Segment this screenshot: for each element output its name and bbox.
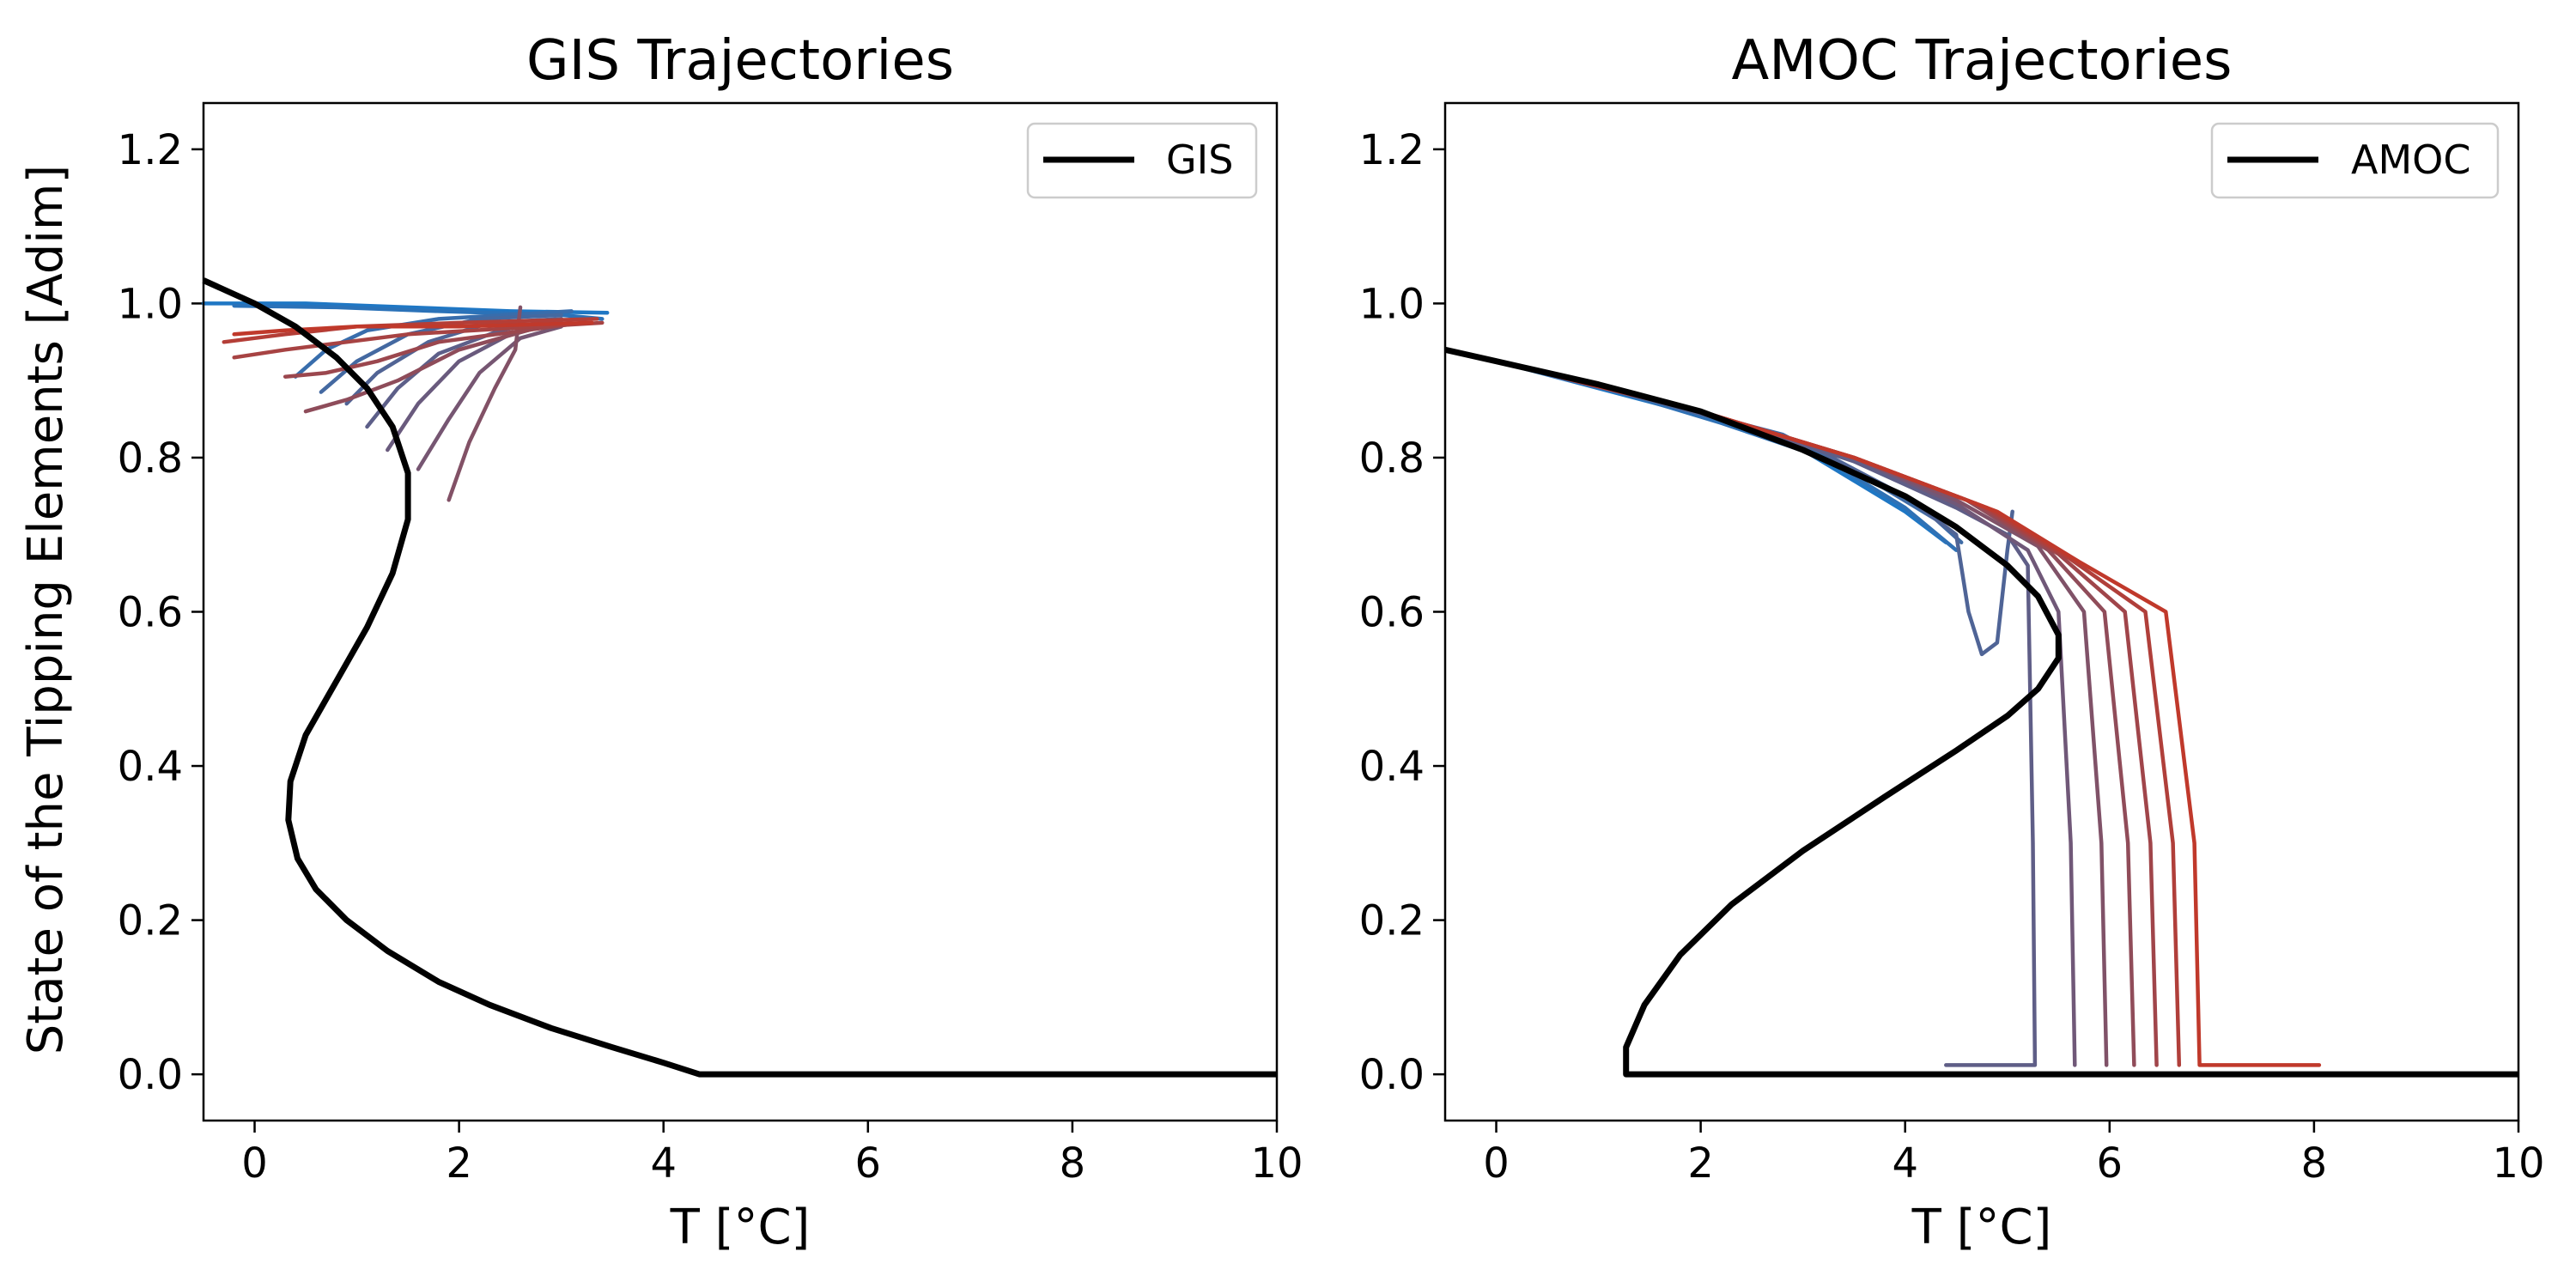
amoc-y-tick-label: 1.2 xyxy=(1359,126,1425,174)
amoc-trajectory-line xyxy=(1494,359,2014,657)
gis-trajectory-line xyxy=(232,303,605,321)
gis-equilibrium xyxy=(202,277,1277,1078)
amoc-y-tick-label: 0.8 xyxy=(1359,434,1425,483)
amoc-legend-box xyxy=(2210,122,2500,199)
amoc-legend: AMOC xyxy=(2210,122,2500,199)
amoc-trajectory-line xyxy=(1494,359,1959,552)
amoc-trajectories xyxy=(1494,359,2322,1067)
gis-x-tick-label: 8 xyxy=(1060,1139,1086,1188)
gis-x-tick-label: 10 xyxy=(1250,1139,1303,1188)
amoc-equilibrium xyxy=(1444,346,2518,1078)
amoc-y-tick-label: 0.2 xyxy=(1359,897,1425,945)
gis-y-tick-label: 1.2 xyxy=(118,126,183,174)
gis-trajectories xyxy=(201,301,610,502)
gis-legend-box xyxy=(1026,122,1258,199)
gis-equilibrium-line xyxy=(202,277,1277,1078)
amoc-x-tick-label: 8 xyxy=(2301,1139,2328,1188)
gis-x-tick-label: 2 xyxy=(446,1139,472,1188)
gis-x-tick-label: 0 xyxy=(241,1139,268,1188)
amoc-trajectory-line xyxy=(1494,359,1964,544)
amoc-x-axis-label: T [°C] xyxy=(1911,1200,2052,1255)
amoc-x-tick-label: 10 xyxy=(2492,1139,2544,1188)
gis-trajectory-line xyxy=(447,305,523,502)
gis-y-tick-label: 0.6 xyxy=(118,589,183,637)
gis-trajectory-line xyxy=(293,309,574,379)
amoc-x-tick-label: 0 xyxy=(1483,1139,1510,1188)
amoc-y-tick-label: 1.0 xyxy=(1359,280,1425,328)
amoc-legend-label: AMOC xyxy=(2351,137,2470,183)
gis-legend: GIS xyxy=(1026,122,1258,199)
amoc-trajectory-line xyxy=(1494,359,2322,1067)
gis-axes-frame xyxy=(202,101,1279,1122)
gis-x-axis-label: T [°C] xyxy=(670,1200,811,1255)
gis-trajectory-line xyxy=(283,320,584,379)
amoc-panel: AMOC Trajectories T [°C] 0 2 4 6 8 10 0.0 0.2 0.… xyxy=(1359,29,2545,1255)
amoc-trajectory-line xyxy=(1494,359,2136,1067)
amoc-y-tick-label: 0.0 xyxy=(1359,1051,1425,1099)
gis-trajectory-line xyxy=(303,325,544,414)
gis-y-tick-label: 0.2 xyxy=(118,897,183,945)
gis-y-tick-label: 1.0 xyxy=(118,280,183,328)
gis-panel: GIS Trajectories State of the Tipping El… xyxy=(18,29,1303,1255)
amoc-trajectory-line xyxy=(1494,359,2077,1067)
amoc-y-tick-label: 0.4 xyxy=(1359,743,1425,791)
amoc-trajectory-line xyxy=(1494,359,1948,544)
gis-legend-label: GIS xyxy=(1166,137,1233,183)
gis-y-tick-label: 0.0 xyxy=(118,1051,183,1099)
gis-chart-title: GIS Trajectories xyxy=(526,29,954,93)
amoc-chart-title: AMOC Trajectories xyxy=(1731,29,2232,93)
amoc-y-tick-label: 0.6 xyxy=(1359,589,1425,637)
gis-trajectory-line xyxy=(232,320,605,360)
gis-trajectory-line xyxy=(232,320,594,337)
amoc-trajectory-line xyxy=(1494,359,2159,1067)
gis-x-tick-label: 6 xyxy=(855,1139,882,1188)
amoc-ticks: 0 2 4 6 8 10 0.0 0.2 0.4 0.6 0.8 1.0 1.2 xyxy=(1359,126,2545,1188)
amoc-axes-frame xyxy=(1443,101,2520,1122)
gis-y-axis-label: State of the Tipping Elements [Adim] xyxy=(18,165,74,1055)
gis-ticks: 0 2 4 6 8 10 0.0 0.2 0.4 0.6 0.8 1.0 1.2 xyxy=(118,126,1303,1188)
amoc-x-tick-label: 6 xyxy=(2097,1139,2123,1188)
gis-y-tick-label: 0.8 xyxy=(118,434,183,483)
gis-x-tick-label: 4 xyxy=(650,1139,677,1188)
amoc-equilibrium-line xyxy=(1444,346,2518,1078)
gis-y-tick-label: 0.4 xyxy=(118,743,183,791)
amoc-x-tick-label: 2 xyxy=(1687,1139,1714,1188)
amoc-x-tick-label: 4 xyxy=(1892,1139,1918,1188)
amoc-trajectory-line xyxy=(1494,359,2038,1067)
gis-trajectory-line xyxy=(416,325,563,471)
